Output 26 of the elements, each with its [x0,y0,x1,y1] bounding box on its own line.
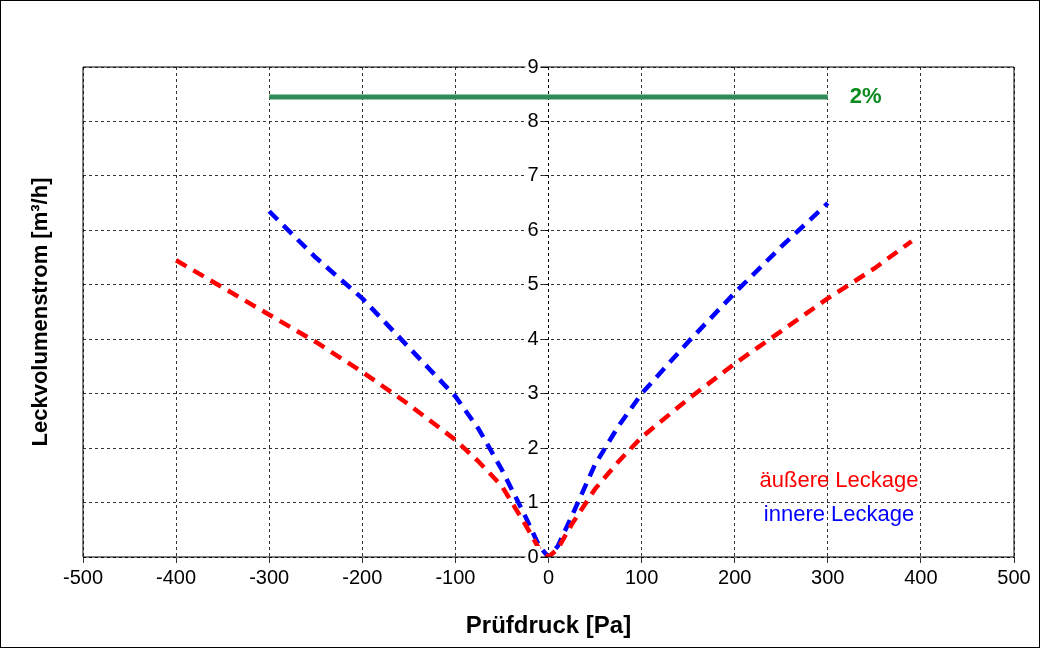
y-tick-label: 7 [527,163,539,186]
x-tick-label: -500 [62,565,104,588]
y-tick-label: 1 [527,490,539,513]
y-tick-label: 2 [527,435,539,458]
x-tick-label: 300 [811,565,845,588]
x-axis-title: Prüfdruck [Pa] [465,611,632,639]
y-tick-label: 4 [527,326,539,349]
y-tick-label: 9 [527,54,539,77]
y-axis-title: Leckvolumenstrom [m³/h] [27,177,53,447]
x-tick-label: -400 [156,565,197,588]
annotation: 2% [849,83,882,109]
x-tick-label: 500 [997,565,1031,588]
y-tick-label: 0 [527,544,539,567]
x-tick-label: -300 [249,565,290,588]
y-tick-label: 8 [527,108,539,131]
y-tick-label: 6 [527,217,539,240]
x-tick-label: -100 [435,565,476,588]
x-tick-label: 400 [904,565,938,588]
y-tick-label: 3 [527,381,539,404]
text: äußere Leckage [759,467,919,493]
x-tick-label: 100 [624,565,659,588]
x-tick-label: 0 [542,565,555,588]
x-tick-label: 200 [718,565,752,588]
x-tick-label: -200 [342,565,383,588]
y-tick-label: 5 [527,272,539,295]
text: innere Leckage [763,501,915,527]
